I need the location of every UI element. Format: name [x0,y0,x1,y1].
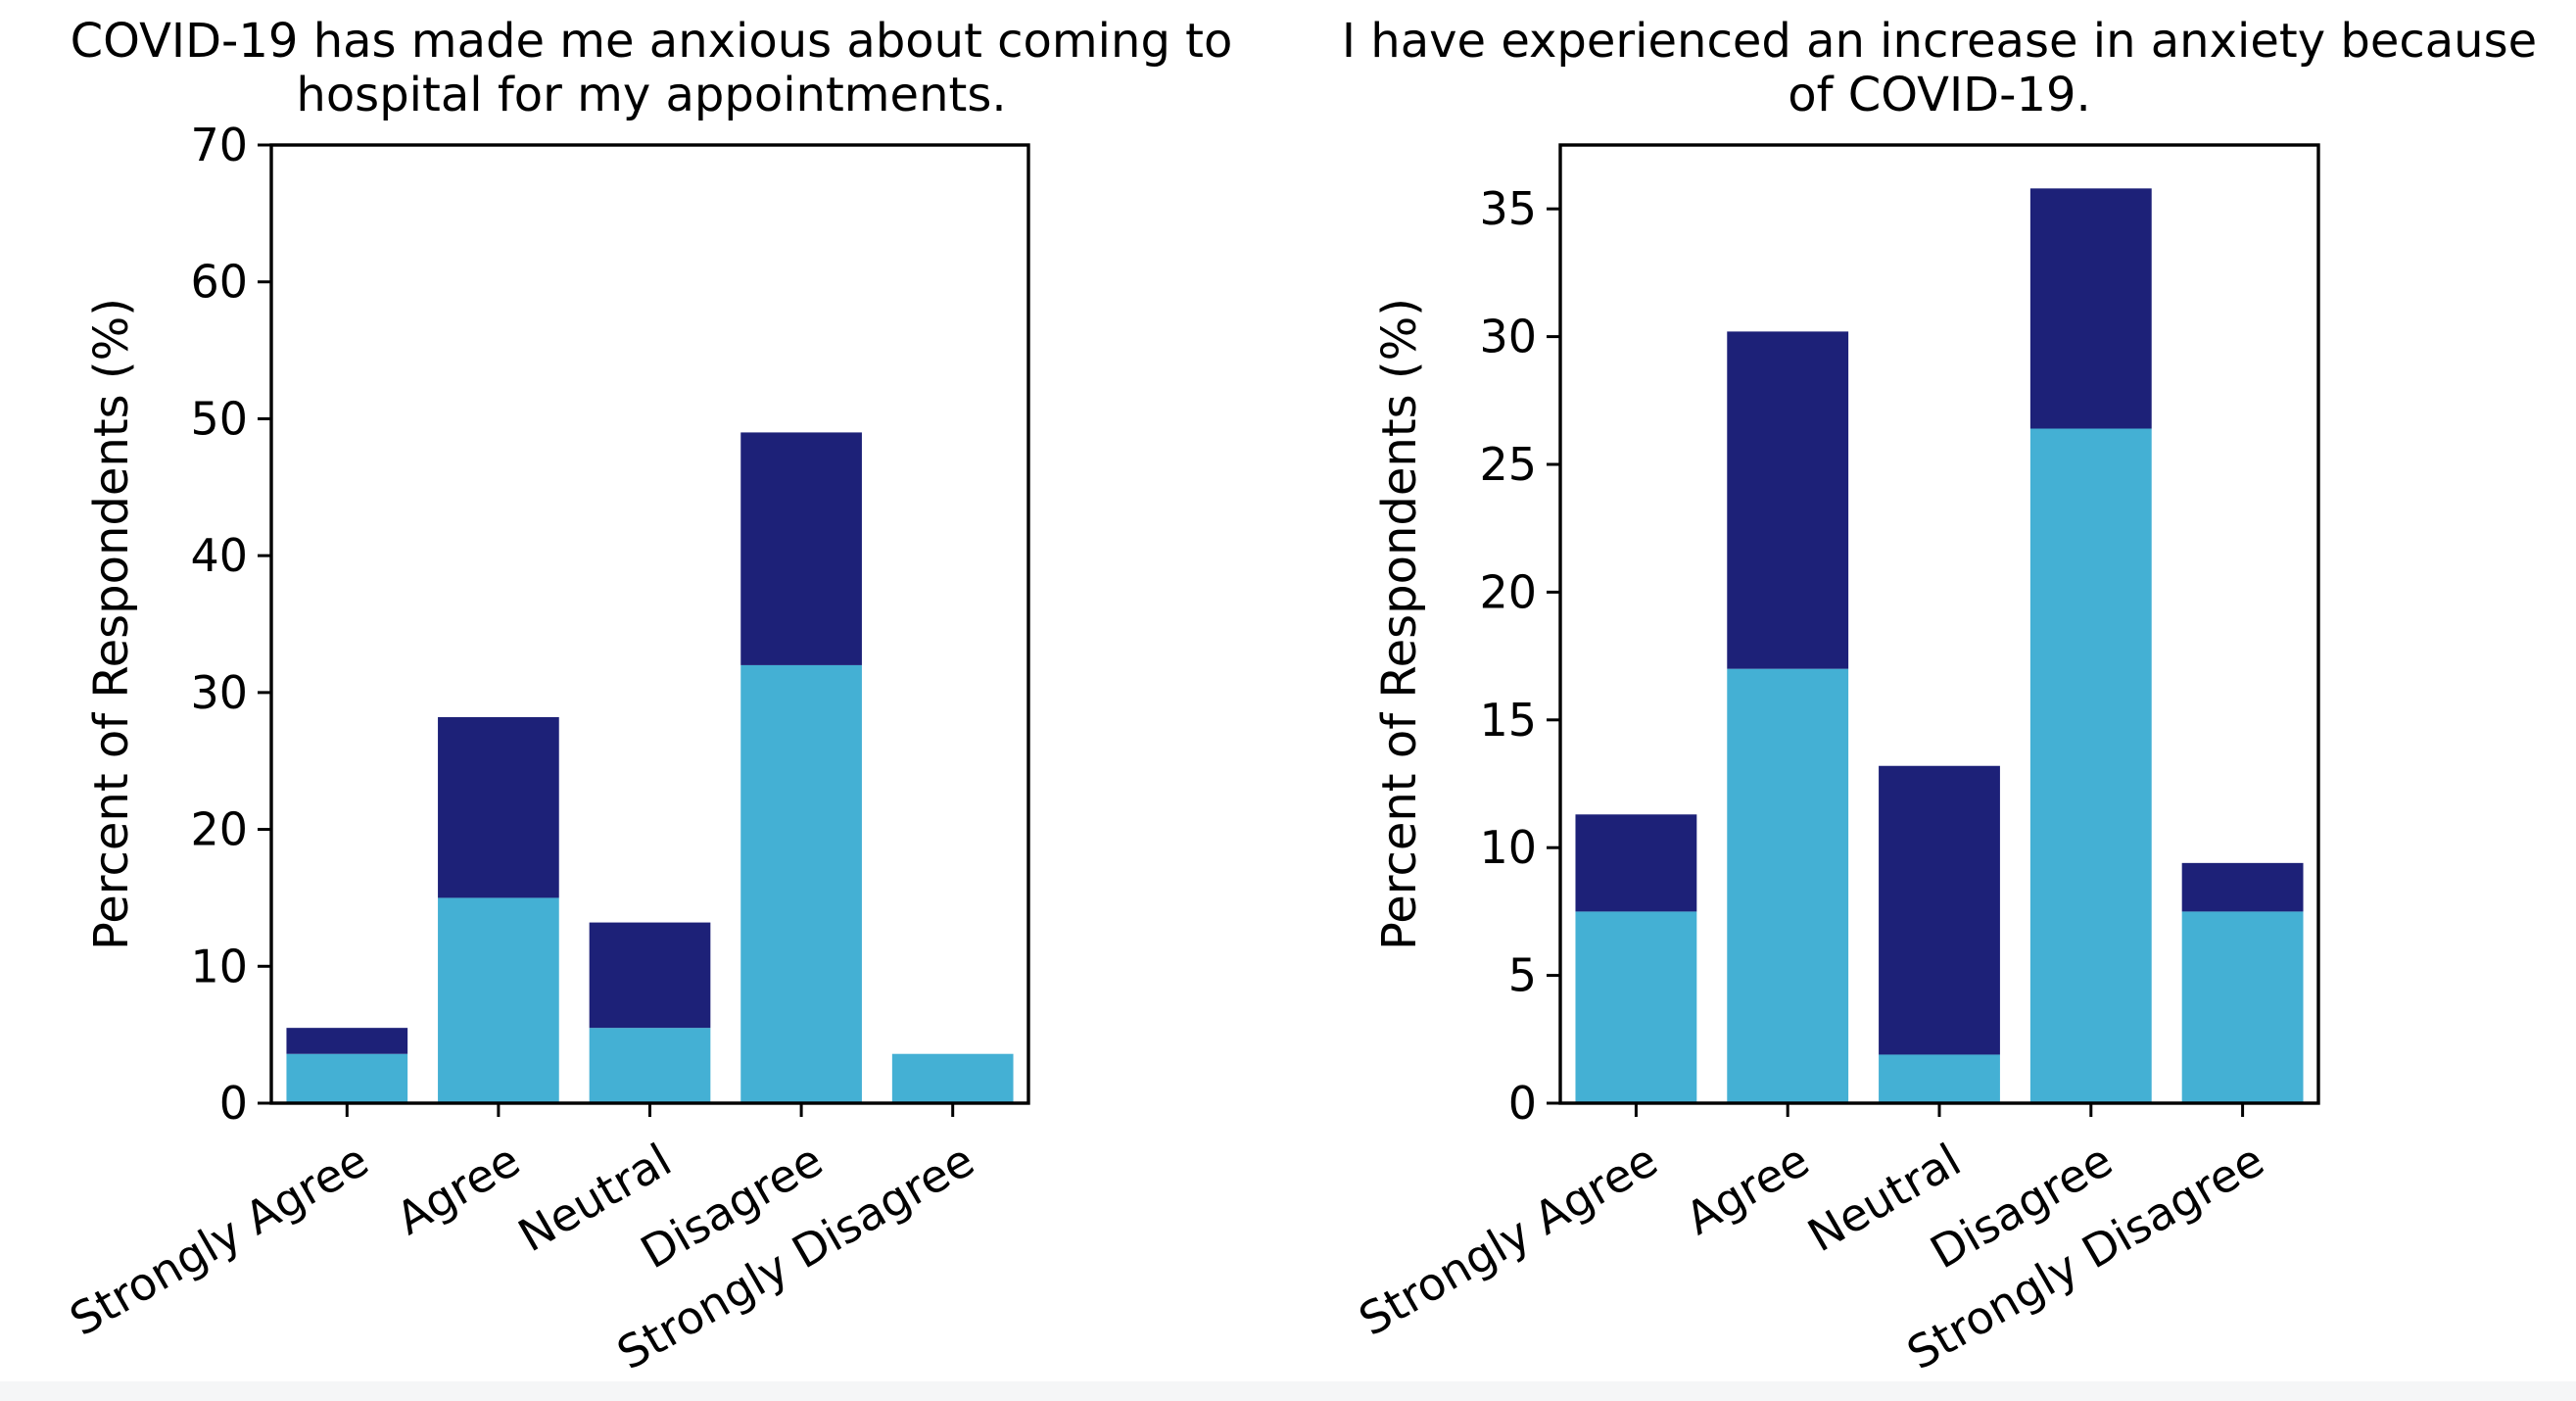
x-category-label: Strongly Agree [1350,1134,1666,1346]
chart-title-line: hospital for my appointments. [296,68,1006,122]
y-tick-label: 25 [1479,438,1537,491]
y-tick-label: 20 [190,803,248,856]
bar-lower-strongly-disagree [891,1053,1014,1103]
bar-lower-strongly-agree [1575,911,1697,1103]
bar-lower-agree [438,897,559,1103]
bar-upper-agree [1727,331,1849,669]
bar-upper-strongly-agree [286,1028,408,1054]
x-category-label: Agree [388,1134,529,1245]
y-tick-label: 20 [1479,565,1537,618]
y-tick-label: 50 [190,392,248,445]
x-category-label: Strongly Agree [61,1134,377,1346]
y-tick-label: 10 [190,940,248,992]
bar-lower-neutral [1879,1054,2000,1103]
y-tick-label: 15 [1479,694,1537,747]
bar-lower-agree [1727,668,1849,1103]
bar-upper-neutral [589,922,711,1029]
bar-lower-neutral [589,1028,711,1103]
y-tick-label: 0 [219,1077,248,1130]
bar-upper-agree [438,717,559,898]
bar-lower-strongly-agree [286,1053,408,1103]
chart-left: COVID-19 has made me anxious about comin… [61,14,1232,1379]
y-tick-label: 30 [190,666,248,719]
y-tick-label: 0 [1508,1077,1537,1130]
bar-upper-strongly-disagree [2181,862,2304,912]
x-category-label: Agree [1677,1134,1818,1245]
bar-lower-strongly-disagree [2181,911,2304,1103]
bar-upper-disagree [740,432,862,665]
y-tick-label: 60 [190,256,248,309]
y-tick-label: 10 [1479,821,1537,874]
chart-title-line: I have experienced an increase in anxiet… [1342,14,2537,69]
bottom-strip [0,1381,2576,1401]
chart-title-line: of COVID-19. [1788,68,2091,122]
y-axis-label: Percent of Respondents (%) [1372,298,1427,950]
bar-lower-disagree [740,664,862,1103]
bar-upper-disagree [2029,188,2152,429]
bar-upper-strongly-agree [1575,814,1697,912]
chart-right: I have experienced an increase in anxiet… [1342,14,2537,1379]
y-tick-label: 35 [1479,182,1537,235]
y-tick-label: 30 [1479,311,1537,363]
bar-upper-neutral [1879,765,2000,1055]
y-tick-label: 70 [190,119,248,171]
y-axis-label: Percent of Respondents (%) [84,298,139,950]
bar-lower-disagree [2029,428,2152,1103]
chart-title-line: COVID-19 has made me anxious about comin… [71,14,1233,69]
y-tick-label: 40 [190,529,248,582]
y-tick-label: 5 [1508,949,1537,1002]
